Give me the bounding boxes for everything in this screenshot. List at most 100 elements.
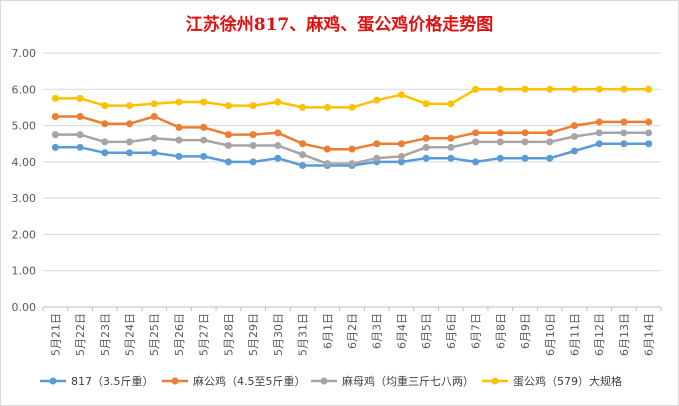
data-point [200, 152, 208, 160]
data-point [521, 129, 529, 137]
x-tick-label: 6月14日 [643, 313, 656, 356]
x-tick-label: 6月7日 [470, 313, 483, 349]
y-tick-label: 1.00 [12, 265, 37, 278]
data-point [447, 154, 455, 162]
data-point [323, 145, 331, 153]
legend-item: 817（3.5斤重） [40, 374, 154, 388]
data-point [373, 96, 381, 104]
data-point [472, 138, 480, 146]
data-point [422, 134, 430, 142]
data-point [570, 122, 578, 130]
data-point [348, 160, 356, 168]
data-point [546, 129, 554, 137]
data-point [126, 138, 134, 146]
data-point [175, 123, 183, 131]
data-point [496, 154, 504, 162]
data-point [620, 140, 628, 148]
data-point [546, 85, 554, 93]
data-point [472, 158, 480, 166]
data-point [546, 154, 554, 162]
x-tick-label: 6月6日 [445, 313, 458, 349]
legend-marker [491, 377, 499, 385]
data-point [101, 149, 109, 157]
data-point [595, 85, 603, 93]
x-tick-label: 5月24日 [124, 313, 137, 356]
data-point [274, 98, 282, 106]
data-point [447, 143, 455, 151]
x-tick-label: 6月5日 [420, 313, 433, 349]
data-point [274, 129, 282, 137]
data-point [521, 154, 529, 162]
legend-item: 蛋公鸡（579）大规格 [482, 374, 622, 388]
data-point [323, 160, 331, 168]
y-tick-label: 0.00 [12, 301, 37, 314]
data-point [620, 129, 628, 137]
data-point [150, 113, 158, 120]
x-tick-label: 5月29日 [247, 313, 260, 356]
x-tick-label: 5月25日 [148, 313, 161, 356]
chart-title: 江苏徐州817、麻鸡、蛋公鸡价格走势图 [185, 15, 494, 35]
data-point [546, 138, 554, 146]
data-point [595, 129, 603, 137]
data-point [422, 143, 430, 151]
data-point [447, 134, 455, 142]
x-tick-label: 5月26日 [173, 313, 186, 356]
data-point [224, 142, 232, 150]
data-point [472, 129, 480, 137]
data-point [397, 158, 405, 166]
data-point [249, 158, 257, 166]
data-point [224, 158, 232, 166]
data-point [323, 103, 331, 111]
data-point [472, 85, 480, 93]
y-tick-label: 2.00 [12, 228, 37, 241]
data-point [645, 85, 653, 93]
data-point [274, 154, 282, 162]
data-point [249, 102, 257, 110]
data-point [620, 85, 628, 93]
legend-marker [171, 377, 179, 385]
data-point [224, 102, 232, 110]
legend-label: 麻公鸡（4.5至5斤重） [193, 374, 306, 388]
data-point [299, 140, 307, 148]
series-3 [51, 129, 653, 168]
x-tick-label: 5月23日 [99, 313, 112, 356]
data-point [224, 131, 232, 139]
data-point [570, 147, 578, 155]
data-point [595, 140, 603, 148]
legend-label: 麻母鸡（均重三斤七八两） [342, 374, 474, 388]
x-tick-label: 5月28日 [222, 313, 235, 356]
data-point [51, 143, 59, 151]
y-tick-label: 6.00 [12, 83, 37, 96]
x-tick-label: 5月27日 [198, 313, 211, 356]
legend: 817（3.5斤重） 麻公鸡（4.5至5斤重） 麻母鸡（均重三斤七八两） 蛋公鸡（57… [40, 374, 622, 388]
data-point [76, 131, 84, 139]
data-point [175, 98, 183, 106]
data-point [570, 85, 578, 93]
data-point [299, 103, 307, 111]
data-point [101, 120, 109, 128]
data-point [422, 154, 430, 162]
data-point [249, 131, 257, 139]
data-point [101, 102, 109, 110]
data-point [348, 145, 356, 153]
data-point [249, 142, 257, 150]
x-tick-label: 6月11日 [568, 313, 581, 356]
data-point [645, 140, 653, 148]
data-point [101, 138, 109, 146]
legend-label: 蛋公鸡（579）大规格 [513, 374, 622, 388]
legend-item: 麻公鸡（4.5至5斤重） [162, 374, 306, 388]
data-point [76, 143, 84, 151]
x-tick-label: 6月1日 [321, 313, 334, 349]
y-tick-label: 5.00 [12, 120, 37, 133]
x-tick-label: 5月21日 [49, 313, 62, 356]
data-point [200, 98, 208, 106]
series-2 [51, 113, 653, 153]
data-point [51, 94, 59, 102]
y-tick-label: 4.00 [12, 156, 37, 169]
x-tick-label: 5月30日 [272, 313, 285, 356]
series-4 [51, 85, 653, 111]
data-point [274, 142, 282, 150]
x-tick-label: 5月31日 [297, 313, 310, 356]
